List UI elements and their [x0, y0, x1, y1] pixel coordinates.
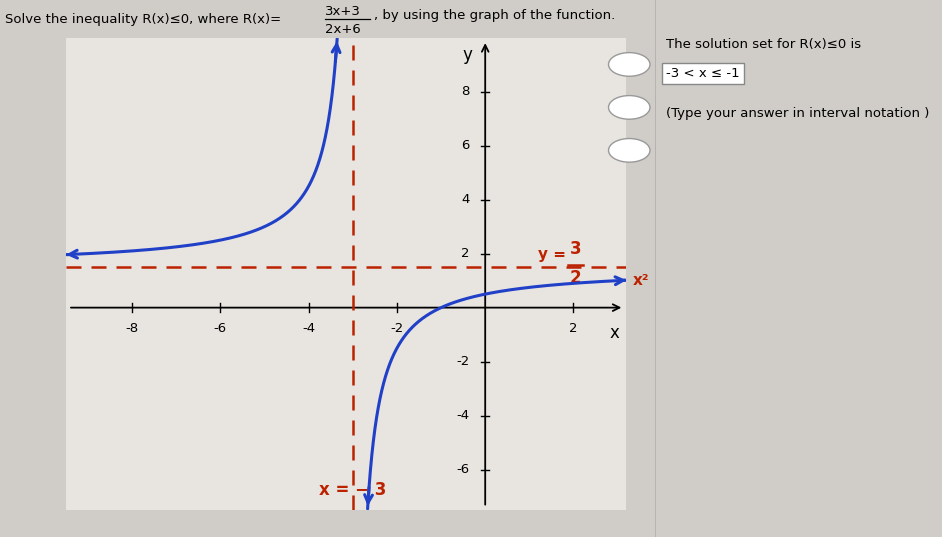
Text: -2: -2 — [457, 355, 470, 368]
Text: -8: -8 — [125, 323, 138, 336]
Text: x = − 3: x = − 3 — [319, 481, 386, 499]
Text: (Type your answer in interval notation ): (Type your answer in interval notation ) — [666, 107, 930, 120]
Text: x²: x² — [633, 273, 650, 288]
Text: 4: 4 — [462, 193, 470, 206]
Text: 3: 3 — [570, 240, 581, 258]
Text: 6: 6 — [462, 139, 470, 152]
Text: Solve the inequality R(x)≤0, where R(x)=: Solve the inequality R(x)≤0, where R(x)= — [5, 13, 281, 26]
Text: 2: 2 — [569, 323, 577, 336]
Text: -6: -6 — [214, 323, 227, 336]
Text: -4: -4 — [457, 409, 470, 422]
Text: y =: y = — [538, 247, 572, 262]
Text: 3x+3: 3x+3 — [325, 5, 361, 18]
Text: 2: 2 — [462, 247, 470, 260]
Text: -3 < x ≤ -1: -3 < x ≤ -1 — [666, 67, 739, 80]
Text: y: y — [463, 46, 472, 64]
Text: 2x+6: 2x+6 — [325, 23, 361, 35]
Text: 2: 2 — [570, 269, 581, 287]
Text: x: x — [609, 324, 620, 342]
Text: 8: 8 — [462, 85, 470, 98]
Text: -2: -2 — [390, 323, 403, 336]
Text: -4: -4 — [302, 323, 316, 336]
Text: , by using the graph of the function.: , by using the graph of the function. — [374, 9, 615, 21]
Text: The solution set for R(x)≤0 is: The solution set for R(x)≤0 is — [666, 38, 866, 50]
Text: -6: -6 — [457, 463, 470, 476]
